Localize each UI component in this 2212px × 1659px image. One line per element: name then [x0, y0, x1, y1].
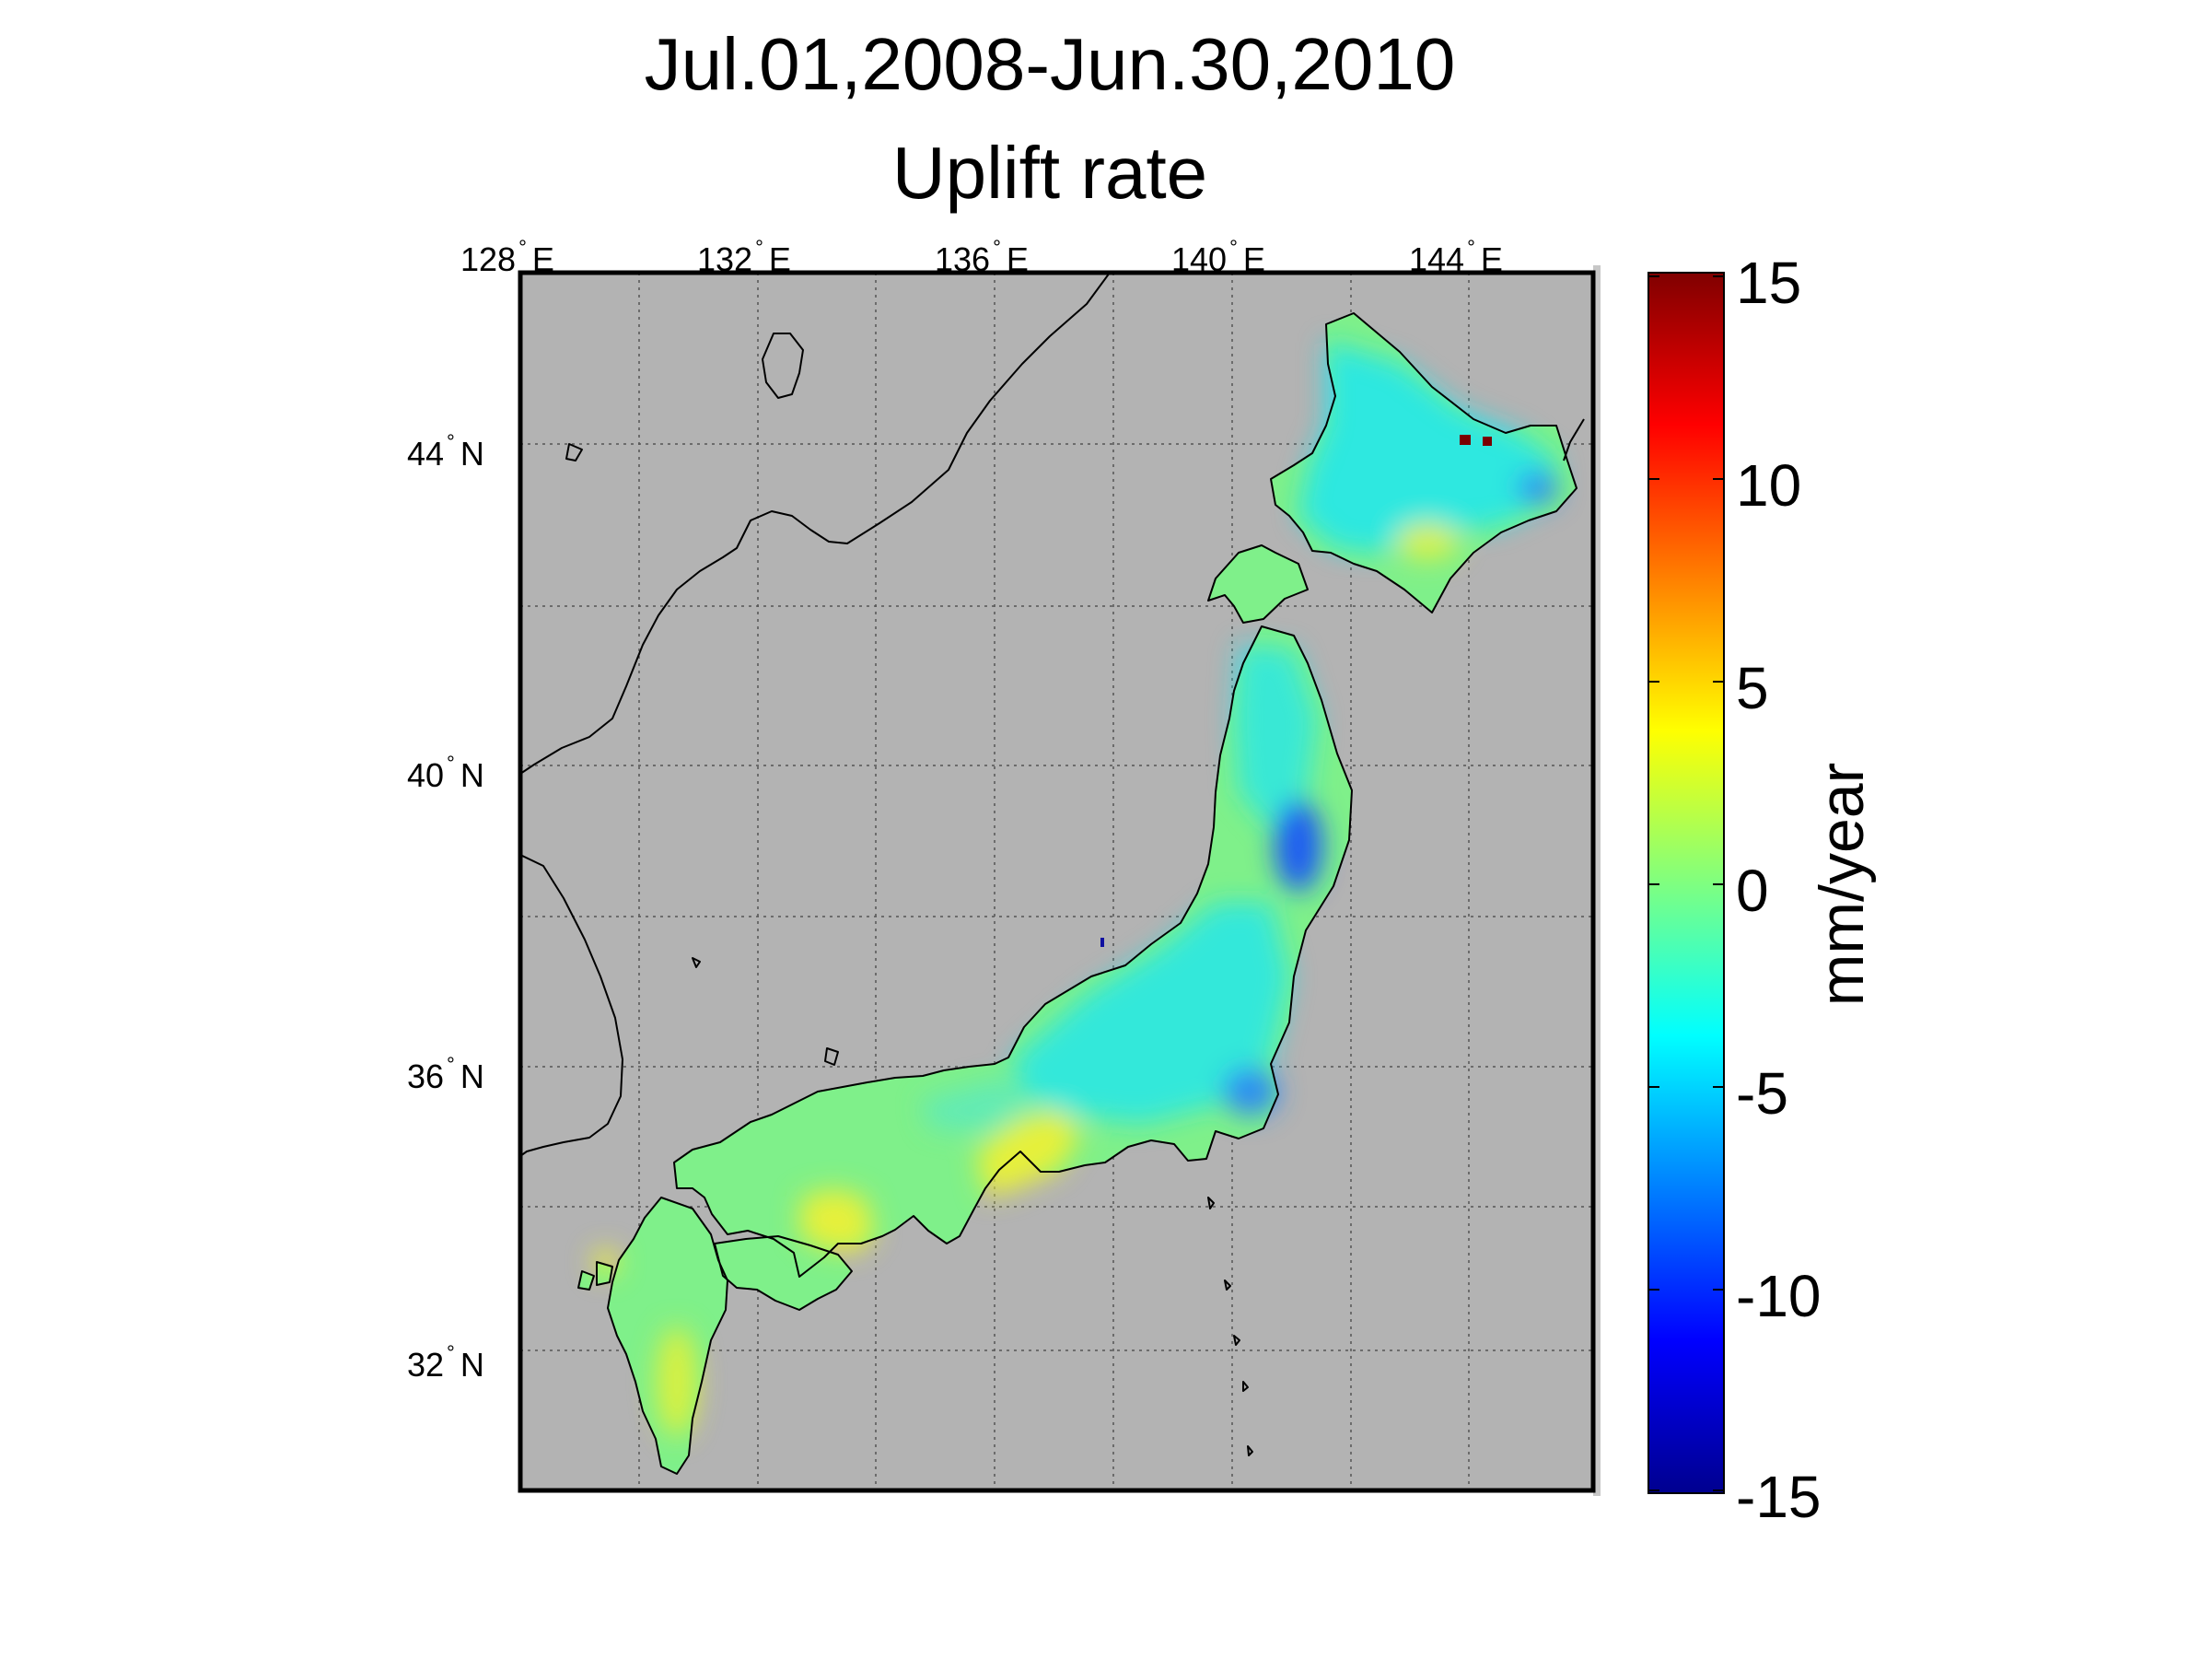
coastlines — [520, 273, 1585, 1475]
latitude-tick-32: 32 ° N — [407, 1341, 484, 1384]
latitude-tick-44: 44 ° N — [407, 430, 484, 473]
colorbar-label-minus10: -10 — [1736, 1263, 1822, 1329]
map-subtitle: Uplift rate — [891, 132, 1208, 214]
latitude-tick-40: 40 ° N — [407, 752, 484, 794]
colorbar-label-15: 15 — [1736, 250, 1802, 316]
colorbar-ticks — [1648, 275, 1724, 1491]
subsidence-spot — [1100, 938, 1104, 947]
extreme-uplift-spot — [1483, 437, 1492, 446]
map-frame — [518, 270, 1596, 1493]
colorbar-label-0: 0 — [1736, 858, 1769, 924]
latitude-tick-36: 36 ° N — [407, 1053, 484, 1095]
colorbar — [1647, 272, 1725, 1494]
colorbar-unit-label: mm/year — [1807, 762, 1877, 1007]
colorbar-gradient — [1648, 273, 1724, 1493]
map-title: Jul.01,2008-Jun.30,2010 — [644, 23, 1456, 105]
colorbar-label-10: 10 — [1736, 452, 1802, 519]
extreme-uplift-spot — [1460, 435, 1471, 445]
frame-shadow — [1593, 265, 1601, 1496]
colorbar-label-minus15: -15 — [1736, 1464, 1822, 1530]
rate-anomalies — [593, 341, 1558, 1437]
colorbar-label-5: 5 — [1736, 655, 1769, 721]
colorbar-label-minus5: -5 — [1736, 1060, 1788, 1127]
